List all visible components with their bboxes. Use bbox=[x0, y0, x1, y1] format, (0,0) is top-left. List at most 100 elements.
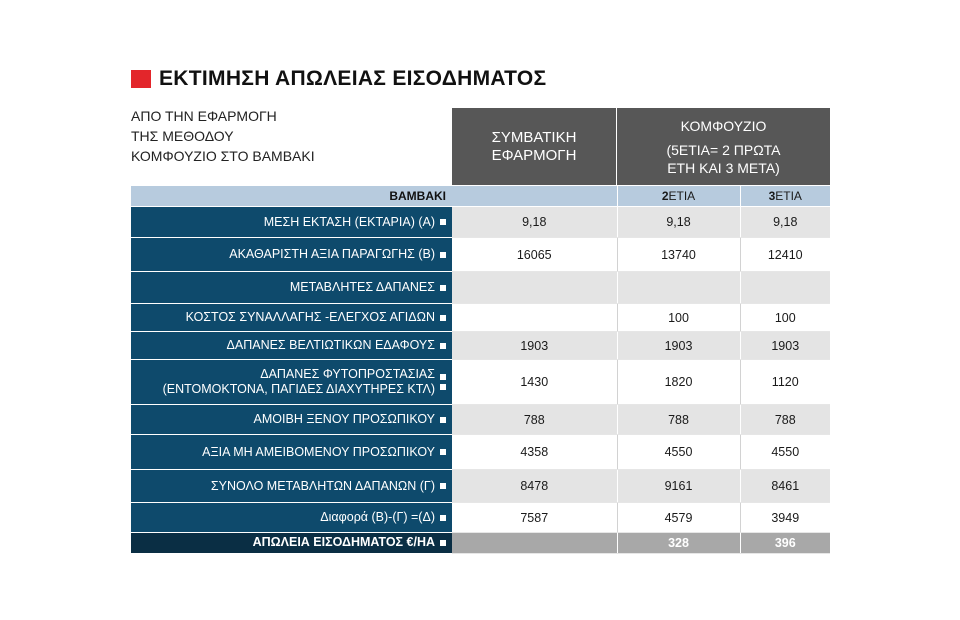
table-row: ΑΞΙΑ ΜΗ ΑΜΕΙΒΟΜΕΝΟΥ ΠΡΟΣΩΠΙΚΟΥ 4358 4550 45… bbox=[131, 434, 830, 470]
row-label-text: ΔΑΠΑΝΕΣ ΒΕΛΤΙΩΤΙΚΩΝ ΕΔΑΦΟΥΣ bbox=[227, 338, 435, 353]
table-row: ΣΥΝΟΛΟ ΜΕΤΑΒΛΗΤΩΝ ΔΑΠΑΝΩΝ (Γ) 8478 9161 846… bbox=[131, 469, 830, 503]
cell-2etia bbox=[616, 271, 740, 304]
row-label-text: ΚΟΣΤΟΣ ΣΥΝΑΛΛΑΓΗΣ -ΕΛΕΓΧΟΣ ΑΓΙΔΩΝ bbox=[186, 310, 435, 325]
title-accent-square bbox=[131, 70, 151, 88]
title-block: ΕΚΤΙΜΗΣΗ ΑΠΩΛΕΙΑΣ ΕΙΣΟΔΗΜΑΤΟΣ bbox=[131, 66, 546, 92]
cell-2etia: 13740 bbox=[616, 237, 740, 272]
subheader-2etia: 2ΕΤΙΑ bbox=[616, 186, 740, 207]
row-label-line: ΜΕΣΗ ΕΚΤΑΣΗ (ΕΚΤΑΡΙΑ) (Α) bbox=[263, 214, 435, 229]
cell-3etia: 8461 bbox=[739, 469, 830, 503]
row-label-line: ΔΑΠΑΝΕΣ ΒΕΛΤΙΩΤΙΚΩΝ ΕΔΑΦΟΥΣ bbox=[226, 338, 435, 353]
row-label-line: Διαφορά (Β)-(Γ) =(Δ) bbox=[320, 510, 435, 525]
row-label-line: ΚΟΣΤΟΣ ΣΥΝΑΛΛΑΓΗΣ -ΕΛΕΓΧΟΣ ΑΓΙΔΩΝ bbox=[185, 310, 435, 325]
cell-3etia: 100 bbox=[739, 303, 830, 332]
bullet-square-icon bbox=[440, 384, 446, 390]
bullet-marker-group bbox=[435, 281, 446, 295]
subheader-number: 2 bbox=[661, 189, 669, 203]
bullet-marker-group bbox=[435, 215, 446, 229]
table-row: ΔΑΠΑΝΕΣ ΦΥΤΟΠΡΟΣΤΑΣΙΑΣ (ΕΝΤΟΜΟΚΤΟΝΑ, ΠΑΓΙ… bbox=[131, 359, 830, 405]
row-label: Διαφορά (Β)-(Γ) =(Δ) bbox=[131, 502, 452, 533]
cell-3etia bbox=[739, 271, 830, 304]
bullet-marker-group bbox=[435, 248, 446, 262]
cell-2etia: 1903 bbox=[616, 331, 740, 360]
income-loss-table: ΒΑΜΒΑΚΙ 2ΕΤΙΑ 3ΕΤΙΑ ΜΕΣΗ ΕΚΤΑΣΗ (ΕΚΤΑΡΙΑ… bbox=[131, 186, 830, 554]
row-label-text: ΑΜΟΙΒΗ ΞΕΝΟΥ ΠΡΟΣΩΠΙΚΟΥ bbox=[254, 412, 435, 427]
cell-2etia: 9161 bbox=[616, 469, 740, 503]
row-label-text: ΑΞΙΑ ΜΗ ΑΜΕΙΒΟΜΕΝΟΥ ΠΡΟΣΩΠΙΚΟΥ bbox=[202, 445, 435, 460]
subheader-suffix: ΕΤΙΑ bbox=[668, 189, 696, 203]
row-label-text: ΜΕΣΗ ΕΚΤΑΣΗ (ΕΚΤΑΡΙΑ) (Α) bbox=[264, 215, 435, 230]
subheader-empty-cell bbox=[452, 186, 617, 207]
bullet-square-icon bbox=[440, 483, 446, 490]
cell-conventional bbox=[452, 532, 617, 554]
table-row: Διαφορά (Β)-(Γ) =(Δ) 7587 4579 3949 bbox=[131, 502, 830, 533]
cell-2etia: 100 bbox=[616, 303, 740, 332]
column-header-line: (5ΕΤΙΑ= 2 ΠΡΩΤΑ bbox=[666, 141, 781, 158]
row-label: ΔΑΠΑΝΕΣ ΦΥΤΟΠΡΟΣΤΑΣΙΑΣ (ΕΝΤΟΜΟΚΤΟΝΑ, ΠΑΓΙ… bbox=[131, 359, 452, 405]
cell-conventional: 8478 bbox=[452, 469, 617, 503]
row-label-line: ΑΞΙΑ ΜΗ ΑΜΕΙΒΟΜΕΝΟΥ ΠΡΟΣΩΠΙΚΟΥ bbox=[202, 444, 435, 459]
cell-2etia: 4550 bbox=[616, 434, 740, 470]
intro-line: ΚΟΜΦΟΥΖΙΟ ΣΤΟ ΒΑΜΒΑΚΙ bbox=[131, 148, 315, 164]
table-row: ΜΕΣΗ ΕΚΤΑΣΗ (ΕΚΤΑΡΙΑ) (Α) 9,18 9,18 9,18 bbox=[131, 206, 830, 238]
bullet-square-icon bbox=[440, 251, 446, 258]
cell-2etia: 328 bbox=[616, 532, 740, 554]
column-header-line: ΕΦΑΡΜΟΓΗ bbox=[491, 146, 577, 164]
cell-3etia: 3949 bbox=[739, 502, 830, 533]
page-title: ΕΚΤΙΜΗΣΗ ΑΠΩΛΕΙΑΣ ΕΙΣΟΔΗΜΑΤΟΣ bbox=[159, 67, 547, 90]
cell-3etia: 788 bbox=[739, 404, 830, 435]
subheader-3etia: 3ΕΤΙΑ bbox=[739, 186, 830, 207]
row-label: ΑΠΩΛΕΙΑ ΕΙΣΟΔΗΜΑΤΟΣ €/ΗΑ bbox=[131, 532, 452, 554]
cell-conventional: 4358 bbox=[452, 434, 617, 470]
cell-conventional: 9,18 bbox=[452, 206, 617, 238]
bullet-square-icon bbox=[440, 284, 446, 291]
cell-2etia: 4579 bbox=[616, 502, 740, 533]
row-label: ΜΕΣΗ ΕΚΤΑΣΗ (ΕΚΤΑΡΙΑ) (Α) bbox=[131, 206, 452, 238]
bullet-marker-group bbox=[435, 445, 446, 459]
row-label: ΣΥΝΟΛΟ ΜΕΤΑΒΛΗΤΩΝ ΔΑΠΑΝΩΝ (Γ) bbox=[131, 469, 452, 503]
bullet-marker-group bbox=[435, 479, 446, 493]
bullet-square-icon bbox=[440, 514, 446, 521]
row-label-line: ΜΕΤΑΒΛΗΤΕΣ ΔΑΠΑΝΕΣ bbox=[289, 280, 435, 295]
cell-conventional bbox=[452, 271, 617, 304]
cell-3etia: 9,18 bbox=[739, 206, 830, 238]
table-total-row: ΑΠΩΛΕΙΑ ΕΙΣΟΔΗΜΑΤΟΣ €/ΗΑ 328 396 bbox=[131, 532, 830, 554]
table-row: ΜΕΤΑΒΛΗΤΕΣ ΔΑΠΑΝΕΣ bbox=[131, 271, 830, 304]
cell-conventional bbox=[452, 303, 617, 332]
bullet-square-icon bbox=[440, 342, 446, 349]
bullet-marker-group bbox=[435, 311, 446, 325]
row-label-text: ΣΥΝΟΛΟ ΜΕΤΑΒΛΗΤΩΝ ΔΑΠΑΝΩΝ (Γ) bbox=[211, 479, 435, 494]
bullet-square-icon bbox=[440, 219, 446, 226]
row-label-line: ΣΥΝΟΛΟ ΜΕΤΑΒΛΗΤΩΝ ΔΑΠΑΝΩΝ (Γ) bbox=[210, 478, 435, 493]
bullet-marker-group bbox=[435, 339, 446, 353]
cell-conventional: 788 bbox=[452, 404, 617, 435]
bullet-square-icon bbox=[440, 540, 446, 547]
table-row: ΑΜΟΙΒΗ ΞΕΝΟΥ ΠΡΟΣΩΠΙΚΟΥ 788 788 788 bbox=[131, 404, 830, 435]
cell-3etia: 396 bbox=[739, 532, 830, 554]
subheader-number: 3 bbox=[768, 189, 776, 203]
cell-3etia: 12410 bbox=[739, 237, 830, 272]
intro-text: ΑΠΟ ΤΗΝ ΕΦΑΡΜΟΓΗ ΤΗΣ ΜΕΘΟΔΟΥ ΚΟΜΦΟΥΖΙΟ Σ… bbox=[131, 106, 315, 166]
cell-conventional: 7587 bbox=[452, 502, 617, 533]
table-row: ΑΚΑΘΑΡΙΣΤΗ ΑΞΙΑ ΠΑΡΑΓΩΓΗΣ (Β) 16065 13740 1… bbox=[131, 237, 830, 272]
row-label-text: ΑΠΩΛΕΙΑ ΕΙΣΟΔΗΜΑΤΟΣ €/ΗΑ bbox=[252, 535, 435, 550]
cell-conventional: 16065 bbox=[452, 237, 617, 272]
row-label: ΑΞΙΑ ΜΗ ΑΜΕΙΒΟΜΕΝΟΥ ΠΡΟΣΩΠΙΚΟΥ bbox=[131, 434, 452, 470]
bullet-marker-group bbox=[435, 413, 446, 427]
crop-label: ΒΑΜΒΑΚΙ bbox=[131, 186, 452, 207]
intro-line: ΑΠΟ ΤΗΝ ΕΦΑΡΜΟΓΗ bbox=[131, 108, 277, 124]
bullet-square-icon bbox=[440, 416, 446, 423]
table-subheader-row: ΒΑΜΒΑΚΙ 2ΕΤΙΑ 3ΕΤΙΑ bbox=[131, 186, 830, 207]
bullet-marker-group bbox=[435, 511, 446, 525]
row-label-text: ΑΚΑΘΑΡΙΣΤΗ ΑΞΙΑ ΠΑΡΑΓΩΓΗΣ (Β) bbox=[229, 247, 435, 262]
row-label: ΔΑΠΑΝΕΣ ΒΕΛΤΙΩΤΙΚΩΝ ΕΔΑΦΟΥΣ bbox=[131, 331, 452, 360]
column-header-komfouzio: ΚΟΜΦΟΥΖΙΟ (5ΕΤΙΑ= 2 ΠΡΩΤΑ ΕΤΗ ΚΑΙ 3 ΜΕΤΑ… bbox=[617, 108, 830, 185]
cell-conventional: 1903 bbox=[452, 331, 617, 360]
bullet-square-icon bbox=[440, 314, 446, 321]
cell-3etia: 1903 bbox=[739, 331, 830, 360]
row-label-line: ΔΑΠΑΝΕΣ ΦΥΤΟΠΡΟΣΤΑΣΙΑΣ bbox=[260, 367, 435, 381]
cell-3etia: 4550 bbox=[739, 434, 830, 470]
column-header-conventional: ΣΥΜΒΑΤΙΚΗ ΕΦΑΡΜΟΓΗ bbox=[452, 108, 616, 185]
bullet-marker-group bbox=[435, 370, 446, 394]
cell-conventional: 1430 bbox=[452, 359, 617, 405]
